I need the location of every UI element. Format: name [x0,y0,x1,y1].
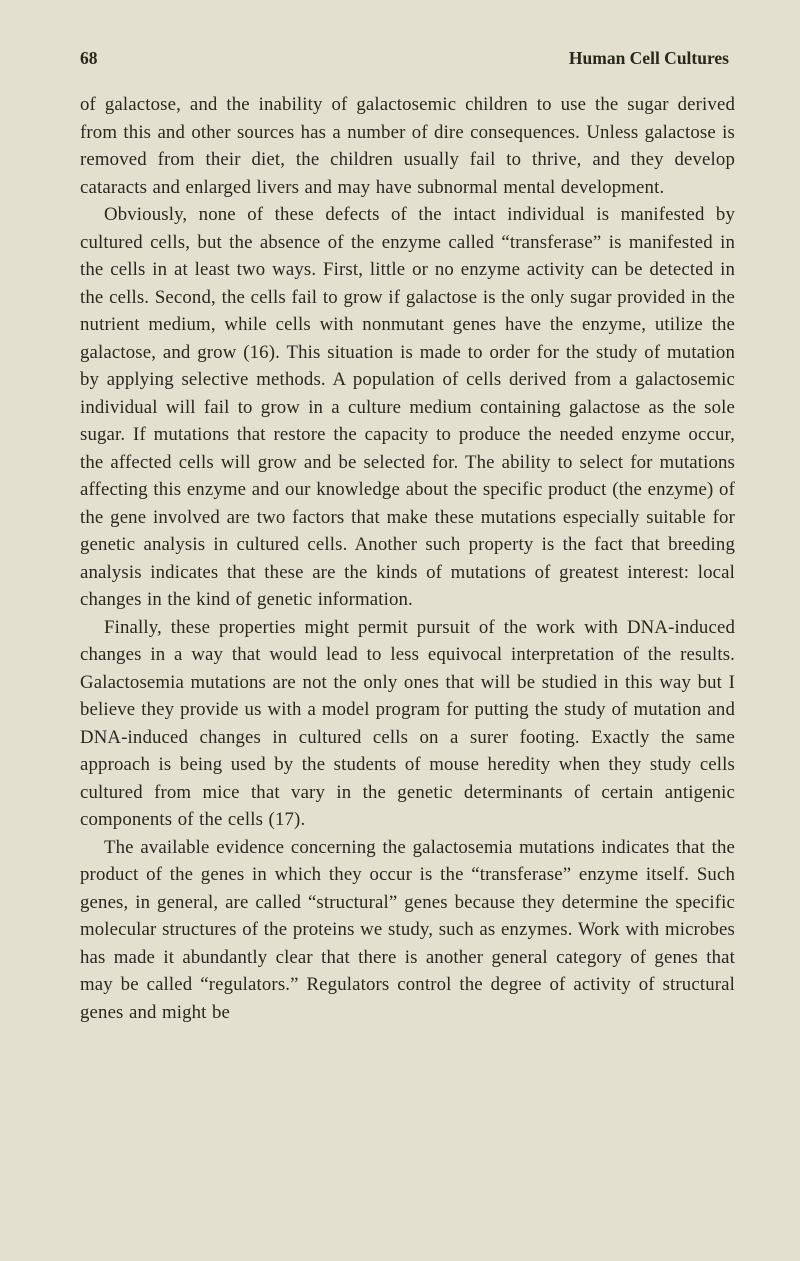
body-text: of galactose, and the inability of galac… [80,91,735,1026]
page-header: 68 Human Cell Cultures [80,48,735,69]
book-title: Human Cell Cultures [569,48,729,69]
page-number: 68 [80,48,98,69]
paragraph-4: The available evidence concerning the ga… [80,834,735,1027]
book-page: 68 Human Cell Cultures of galactose, and… [0,0,800,1261]
paragraph-3: Finally, these properties might permit p… [80,614,735,834]
paragraph-1: of galactose, and the inability of galac… [80,91,735,201]
paragraph-2: Obviously, none of these defects of the … [80,201,735,614]
